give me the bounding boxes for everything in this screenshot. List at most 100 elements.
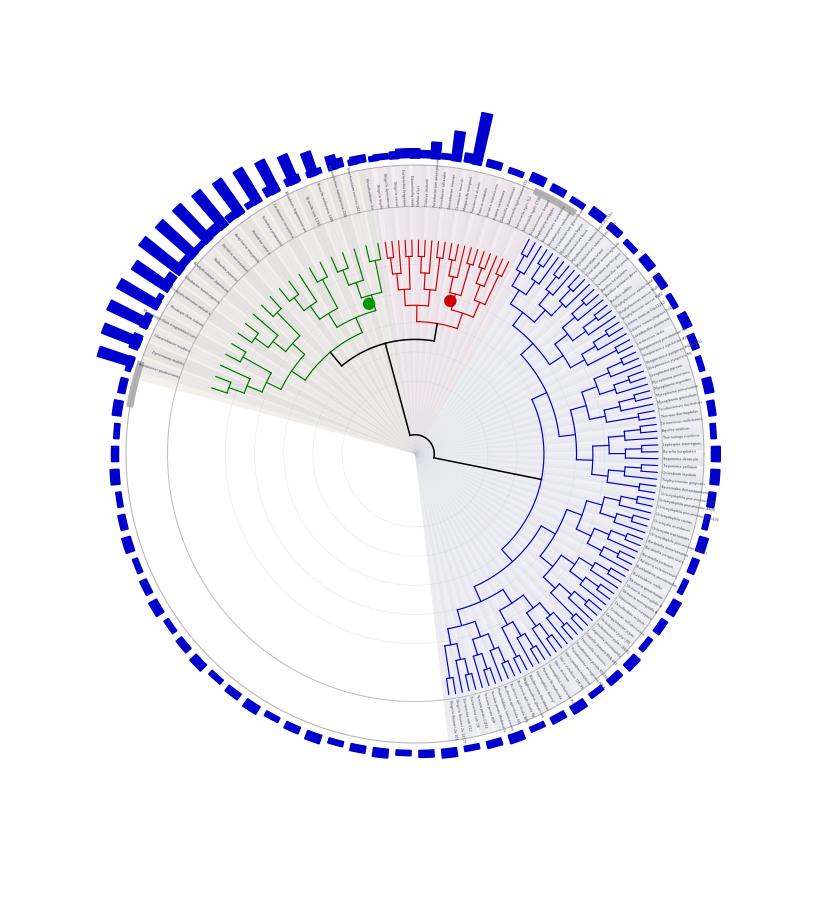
Polygon shape (415, 454, 704, 475)
Text: Ehrlichia ruminantium: Ehrlichia ruminantium (220, 242, 248, 272)
Polygon shape (666, 293, 678, 309)
Polygon shape (245, 197, 261, 210)
Text: Haemophilus influenzae Rd: Haemophilus influenzae Rd (546, 663, 574, 705)
Text: Chlamydophila pneumoniae CWL029: Chlamydophila pneumoniae CWL029 (657, 506, 719, 523)
Polygon shape (415, 454, 693, 547)
Polygon shape (415, 454, 625, 663)
Polygon shape (233, 167, 262, 205)
Text: Brucella suis 1330: Brucella suis 1330 (304, 196, 320, 226)
Text: Wolbachia pipientis: Wolbachia pipientis (212, 257, 238, 282)
Polygon shape (176, 255, 191, 271)
Polygon shape (710, 469, 720, 485)
Text: Mycobacterium tuberculosis CDC1551: Mycobacterium tuberculosis CDC1551 (571, 212, 614, 263)
Polygon shape (281, 192, 415, 454)
Polygon shape (389, 152, 399, 159)
Polygon shape (415, 195, 557, 454)
Polygon shape (415, 454, 517, 729)
Text: Chlamydophila pneumoniae TW183: Chlamydophila pneumoniae TW183 (649, 532, 707, 556)
Polygon shape (442, 747, 457, 758)
Text: Streptococcus pyogenes M1: Streptococcus pyogenes M1 (647, 351, 693, 371)
Polygon shape (415, 253, 632, 454)
Text: Vibrio cholerae: Vibrio cholerae (552, 659, 569, 682)
Polygon shape (415, 181, 524, 454)
Polygon shape (653, 618, 667, 635)
Polygon shape (255, 159, 281, 195)
Polygon shape (415, 412, 703, 454)
Text: Bordetella parapertussis: Bordetella parapertussis (644, 546, 684, 565)
Text: Anaplasma marginale: Anaplasma marginale (232, 232, 259, 263)
Text: Streptococcus agalactiae A909: Streptococcus agalactiae A909 (642, 334, 691, 359)
Polygon shape (403, 165, 417, 454)
Text: Enterobacter cloacae: Enterobacter cloacae (448, 173, 457, 209)
Polygon shape (415, 454, 703, 491)
Polygon shape (415, 320, 677, 454)
Polygon shape (415, 454, 478, 739)
Text: Zymomonas mobilis: Zymomonas mobilis (151, 350, 184, 366)
Text: Mycoplasma pneumoniae: Mycoplasma pneumoniae (656, 384, 699, 399)
Polygon shape (164, 299, 415, 454)
Text: Thermotoga maritima: Thermotoga maritima (662, 433, 700, 439)
Polygon shape (530, 173, 547, 187)
Polygon shape (415, 454, 636, 651)
Text: Listeria innocua Clip11262: Listeria innocua Clip11262 (626, 301, 666, 327)
Text: Providencia stuartii: Providencia stuartii (471, 181, 482, 213)
Polygon shape (415, 178, 515, 454)
Polygon shape (415, 452, 704, 467)
Text: Serratia marcescens: Serratia marcescens (486, 183, 500, 217)
Polygon shape (415, 305, 670, 454)
Text: Klebsiella pneumoniae: Klebsiella pneumoniae (500, 185, 518, 222)
Polygon shape (208, 670, 223, 685)
Polygon shape (369, 156, 378, 162)
Polygon shape (386, 165, 415, 454)
Text: Listeria monocytogenes EGD: Listeria monocytogenes EGD (630, 305, 674, 333)
Polygon shape (305, 167, 322, 178)
Polygon shape (115, 492, 124, 508)
Text: Proteus mirabilis: Proteus mirabilis (478, 187, 490, 215)
Polygon shape (415, 364, 694, 454)
Text: Salmonella typhimurium LT2: Salmonella typhimurium LT2 (508, 179, 530, 225)
Polygon shape (129, 332, 143, 350)
Polygon shape (415, 454, 525, 726)
Polygon shape (415, 167, 462, 454)
Text: Wigglesworthia glossinidia: Wigglesworthia glossinidia (521, 676, 544, 718)
Polygon shape (161, 272, 177, 290)
Text: Brucella melitensis 16M: Brucella melitensis 16M (315, 182, 333, 222)
Text: Neisseria gonorrhoeae: Neisseria gonorrhoeae (628, 577, 663, 600)
Polygon shape (328, 738, 344, 747)
Text: Vibrio vulnificus CMCP6: Vibrio vulnificus CMCP6 (558, 655, 583, 689)
Text: Streptococcus pyogenes MGAS8232: Streptococcus pyogenes MGAS8232 (645, 339, 702, 365)
Text: Bordetella pertussis: Bordetella pertussis (642, 552, 674, 569)
Text: Bacillus halodurans: Bacillus halodurans (601, 268, 628, 293)
Polygon shape (415, 454, 697, 531)
Polygon shape (122, 537, 134, 554)
Polygon shape (164, 618, 177, 634)
Polygon shape (415, 454, 470, 740)
Polygon shape (415, 454, 679, 584)
Polygon shape (149, 328, 415, 454)
Polygon shape (410, 149, 420, 158)
Polygon shape (190, 654, 207, 671)
Text: Desulfovibrio vulgaris: Desulfovibrio vulgaris (613, 601, 645, 626)
Polygon shape (415, 454, 682, 577)
Polygon shape (395, 165, 415, 454)
Polygon shape (415, 454, 532, 724)
Polygon shape (415, 454, 588, 694)
Polygon shape (415, 192, 548, 454)
Text: Rickettsia prowazekii: Rickettsia prowazekii (260, 214, 282, 247)
Polygon shape (415, 454, 613, 674)
Text: Buchnera aphidicola Bp: Buchnera aphidicola Bp (515, 679, 535, 717)
Polygon shape (588, 686, 604, 698)
Polygon shape (415, 454, 547, 717)
Text: Campylobacter jejuni: Campylobacter jejuni (604, 612, 634, 637)
Polygon shape (225, 686, 242, 700)
Polygon shape (550, 183, 567, 197)
Text: Leptospira interrogans: Leptospira interrogans (663, 441, 701, 447)
Text: Staphylococcus epidermidis ATCC: Staphylococcus epidermidis ATCC (614, 273, 662, 310)
Polygon shape (111, 447, 119, 461)
Polygon shape (182, 272, 415, 454)
Polygon shape (415, 428, 704, 454)
Text: Shigella boydii: Shigella boydii (375, 183, 383, 209)
Text: Dickeya dadantii: Dickeya dadantii (425, 178, 430, 206)
Polygon shape (415, 172, 489, 454)
Text: Mycobacterium bovis: Mycobacterium bovis (565, 228, 590, 259)
